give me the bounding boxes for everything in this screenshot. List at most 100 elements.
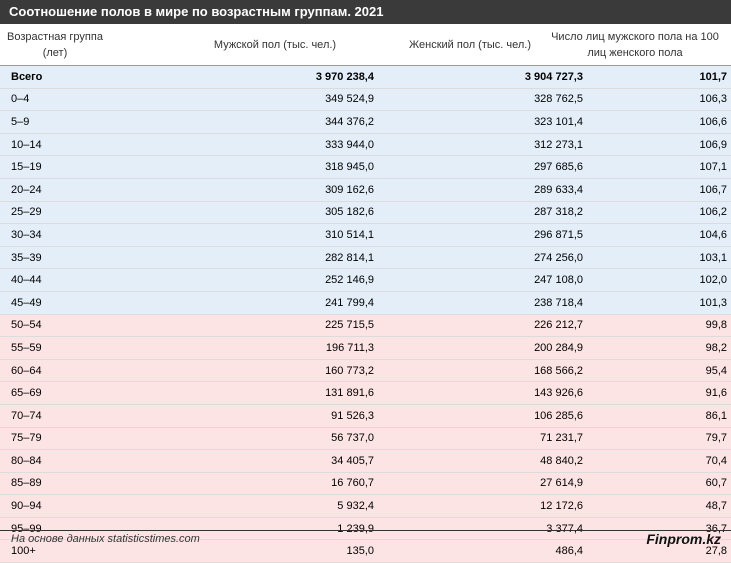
cell-male: 309 162,6 xyxy=(131,178,374,202)
table-row: 55–59 196 711,3 200 284,9 98,2 xyxy=(0,336,731,360)
cell-age: 55–59 xyxy=(0,336,131,360)
cell-male: 252 146,9 xyxy=(131,268,374,292)
cell-ratio: 103,1 xyxy=(583,246,731,270)
brand-logo: Finprom.kz xyxy=(646,531,721,547)
cell-ratio: 95,4 xyxy=(583,359,731,383)
cell-age: 90–94 xyxy=(0,494,131,518)
page-title: Соотношение полов в мире по возрастным г… xyxy=(0,0,731,24)
cell-age: 25–29 xyxy=(0,201,131,225)
cell-age: 15–19 xyxy=(0,155,131,179)
table-row: 95–99 1 239,9 3 377,4 36,7 xyxy=(0,517,731,541)
cell-ratio: 106,9 xyxy=(583,133,731,157)
cell-ratio: 106,7 xyxy=(583,178,731,202)
table-row: 25–29 305 182,6 287 318,2 106,2 xyxy=(0,201,731,225)
cell-ratio: 101,7 xyxy=(583,66,731,89)
table-row: 65–69 131 891,6 143 926,6 91,6 xyxy=(0,381,731,405)
cell-age: Всего xyxy=(0,66,131,89)
table-row: 35–39 282 814,1 274 256,0 103,1 xyxy=(0,246,731,270)
cell-female: 143 926,6 xyxy=(374,381,583,405)
cell-ratio: 102,0 xyxy=(583,268,731,292)
cell-ratio: 106,2 xyxy=(583,201,731,225)
cell-male: 131 891,6 xyxy=(131,381,374,405)
table-row: 90–94 5 932,4 12 172,6 48,7 xyxy=(0,494,731,518)
header-female: Женский пол (тыс. чел.) xyxy=(408,39,532,51)
table-row: 15–19 318 945,0 297 685,6 107,1 xyxy=(0,155,731,179)
cell-ratio: 48,7 xyxy=(583,494,731,518)
cell-ratio: 98,2 xyxy=(583,336,731,360)
cell-female: 287 318,2 xyxy=(374,201,583,225)
cell-ratio: 91,6 xyxy=(583,381,731,405)
cell-ratio: 101,3 xyxy=(583,291,731,315)
cell-female: 106 285,6 xyxy=(374,404,583,428)
cell-ratio: 36,7 xyxy=(583,517,731,541)
cell-ratio: 70,4 xyxy=(583,449,731,473)
cell-male: 318 945,0 xyxy=(131,155,374,179)
cell-age: 70–74 xyxy=(0,404,131,428)
table-row: 40–44 252 146,9 247 108,0 102,0 xyxy=(0,268,731,292)
cell-ratio: 86,1 xyxy=(583,404,731,428)
cell-male: 241 799,4 xyxy=(131,291,374,315)
header-ratio: Число лиц мужского пола на 100 лиц женск… xyxy=(551,31,719,59)
table-row: 30–34 310 514,1 296 871,5 104,6 xyxy=(0,223,731,247)
header-male: Мужской пол (тыс. чел.) xyxy=(213,39,337,51)
cell-female: 289 633,4 xyxy=(374,178,583,202)
cell-ratio: 106,6 xyxy=(583,110,731,134)
cell-ratio: 60,7 xyxy=(583,472,731,496)
cell-male: 310 514,1 xyxy=(131,223,374,247)
cell-male: 196 711,3 xyxy=(131,336,374,360)
cell-male: 16 760,7 xyxy=(131,472,374,496)
cell-age: 95–99 xyxy=(0,517,131,541)
cell-male: 349 524,9 xyxy=(131,88,374,112)
table-row-total: Всего 3 970 238,4 3 904 727,3 101,7 xyxy=(0,66,731,89)
cell-male: 160 773,2 xyxy=(131,359,374,383)
table-row: 45–49 241 799,4 238 718,4 101,3 xyxy=(0,291,731,315)
table-row: 60–64 160 773,2 168 566,2 95,4 xyxy=(0,359,731,383)
cell-age: 80–84 xyxy=(0,449,131,473)
table-header: Возрастная группа (лет) Мужской пол (тыс… xyxy=(0,24,731,66)
cell-ratio: 104,6 xyxy=(583,223,731,247)
cell-female: 48 840,2 xyxy=(374,449,583,473)
cell-male: 34 405,7 xyxy=(131,449,374,473)
cell-male: 91 526,3 xyxy=(131,404,374,428)
cell-male: 333 944,0 xyxy=(131,133,374,157)
cell-ratio: 107,1 xyxy=(583,155,731,179)
cell-age: 10–14 xyxy=(0,133,131,157)
cell-female: 200 284,9 xyxy=(374,336,583,360)
cell-female: 3 904 727,3 xyxy=(374,66,583,89)
data-table: Всего 3 970 238,4 3 904 727,3 101,7 0–4 349 5… xyxy=(0,66,731,563)
cell-female: 3 377,4 xyxy=(374,517,583,541)
cell-age: 35–39 xyxy=(0,246,131,270)
table-row: 70–74 91 526,3 106 285,6 86,1 xyxy=(0,404,731,428)
cell-age: 30–34 xyxy=(0,223,131,247)
cell-female: 323 101,4 xyxy=(374,110,583,134)
cell-age: 5–9 xyxy=(0,110,131,134)
cell-male: 56 737,0 xyxy=(131,427,374,451)
table-row: 85–89 16 760,7 27 614,9 60,7 xyxy=(0,472,731,496)
cell-age: 85–89 xyxy=(0,472,131,496)
cell-age: 45–49 xyxy=(0,291,131,315)
cell-age: 65–69 xyxy=(0,381,131,405)
cell-female: 296 871,5 xyxy=(374,223,583,247)
table-row: 20–24 309 162,6 289 633,4 106,7 xyxy=(0,178,731,202)
cell-male: 344 376,2 xyxy=(131,110,374,134)
cell-age: 75–79 xyxy=(0,427,131,451)
cell-ratio: 99,8 xyxy=(583,314,731,338)
cell-female: 328 762,5 xyxy=(374,88,583,112)
cell-female: 238 718,4 xyxy=(374,291,583,315)
cell-age: 60–64 xyxy=(0,359,131,383)
cell-age: 0–4 xyxy=(0,88,131,112)
table-row: 5–9 344 376,2 323 101,4 106,6 xyxy=(0,110,731,134)
cell-female: 12 172,6 xyxy=(374,494,583,518)
cell-age: 20–24 xyxy=(0,178,131,202)
cell-male: 5 932,4 xyxy=(131,494,374,518)
cell-female: 168 566,2 xyxy=(374,359,583,383)
table-row: 50–54 225 715,5 226 212,7 99,8 xyxy=(0,314,731,338)
cell-female: 247 108,0 xyxy=(374,268,583,292)
cell-ratio: 79,7 xyxy=(583,427,731,451)
cell-female: 27 614,9 xyxy=(374,472,583,496)
cell-female: 312 273,1 xyxy=(374,133,583,157)
cell-male: 225 715,5 xyxy=(131,314,374,338)
cell-male: 282 814,1 xyxy=(131,246,374,270)
cell-age: 50–54 xyxy=(0,314,131,338)
cell-female: 226 212,7 xyxy=(374,314,583,338)
